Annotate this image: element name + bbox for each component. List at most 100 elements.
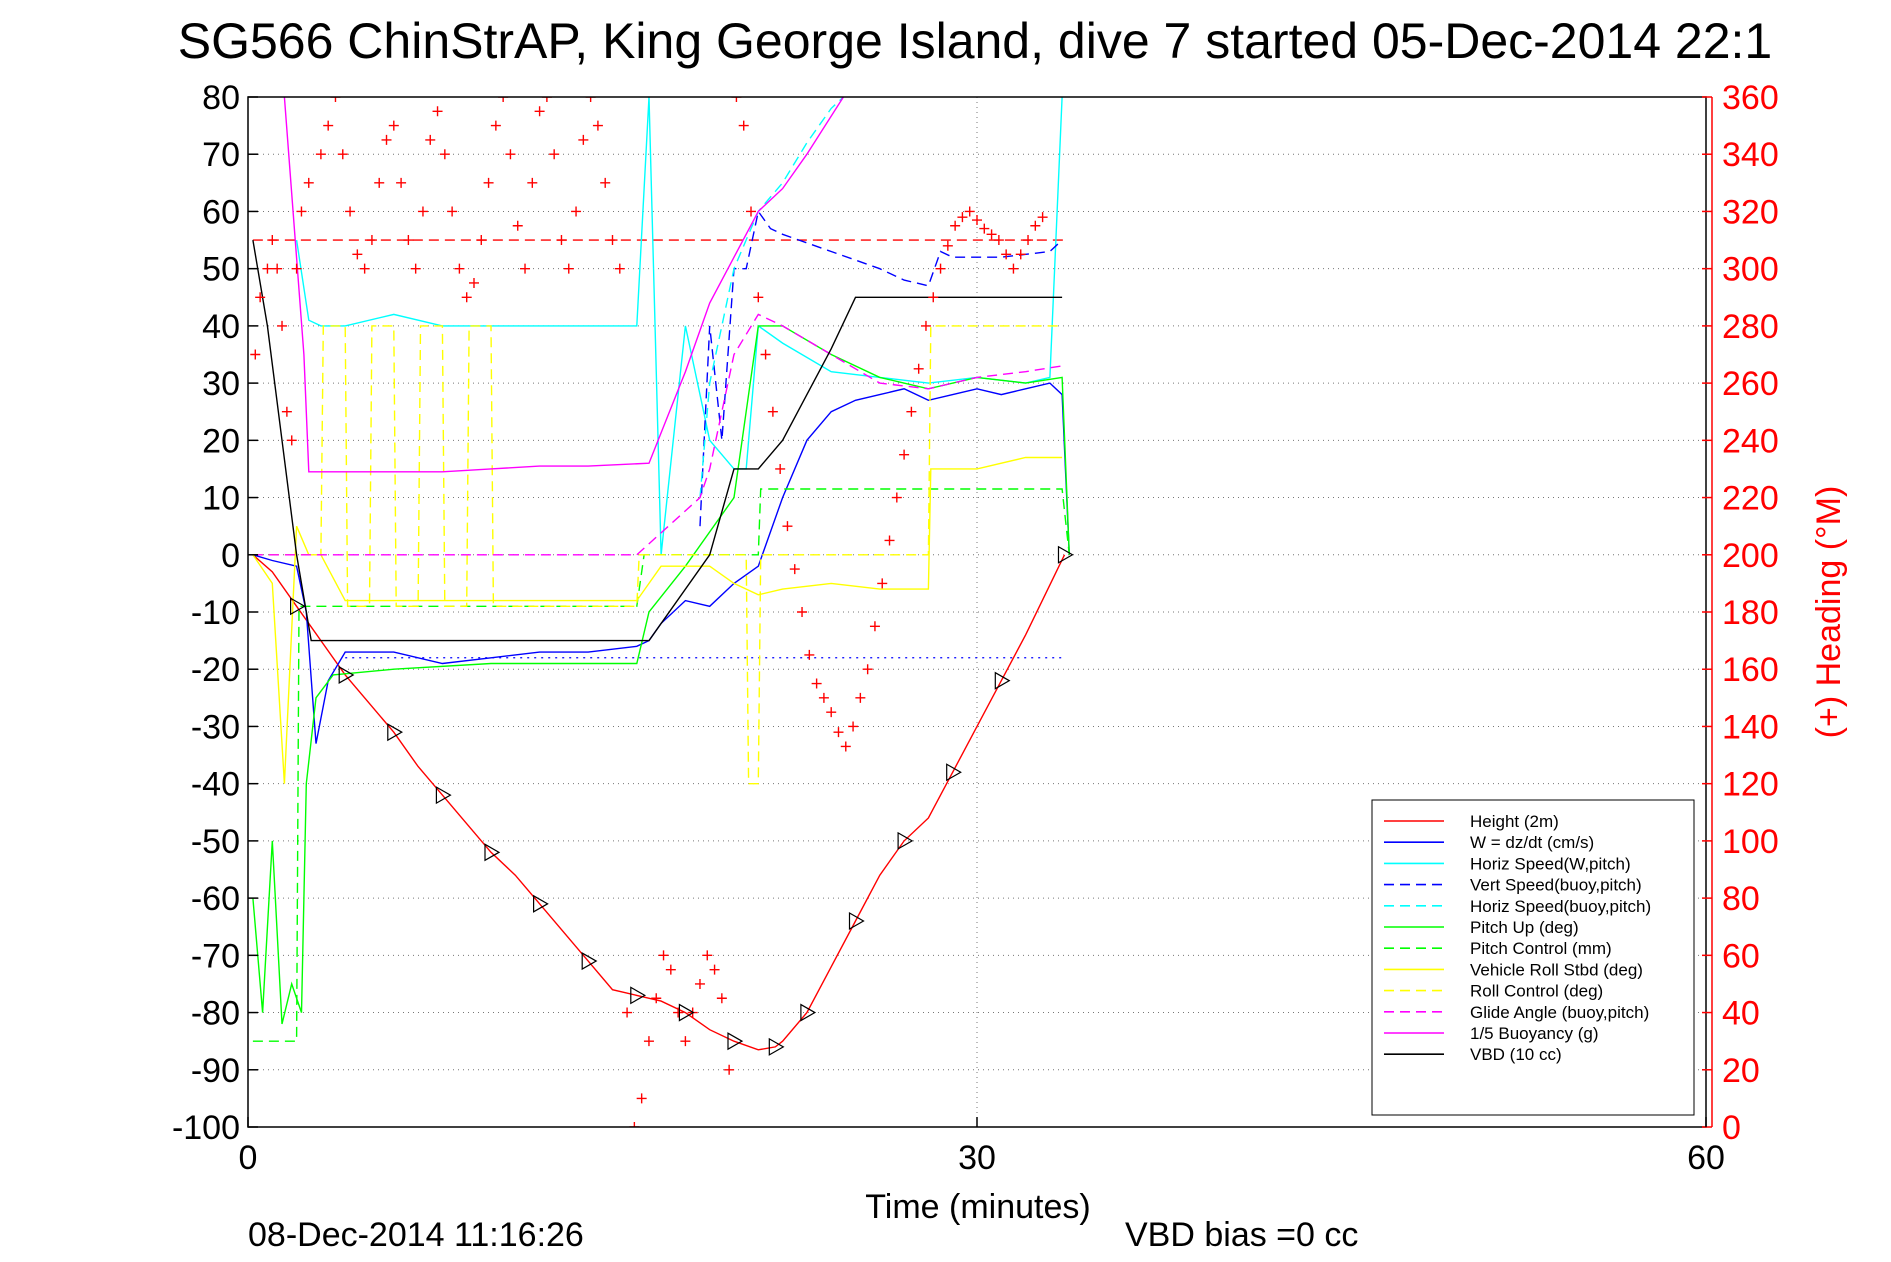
series-line-1 <box>252 382 1070 744</box>
heading-marker <box>359 263 370 274</box>
x-tick-label: 30 <box>958 1139 996 1177</box>
y-tick-label: -30 <box>191 708 240 746</box>
depth-marker <box>994 671 1011 690</box>
heading-marker <box>986 229 997 240</box>
heading-marker <box>636 1093 647 1104</box>
legend-label: Vert Speed(buoy,pitch) <box>1470 876 1642 895</box>
heading-marker <box>673 1007 684 1018</box>
heading-marker <box>417 206 428 217</box>
heading-marker <box>891 492 902 503</box>
heading-marker <box>468 277 479 288</box>
heading-marker <box>447 206 458 217</box>
heading-marker <box>315 149 326 160</box>
legend: Height (2m) W = dz/dt (cm/s) Horiz Speed(W… <box>1371 799 1695 1116</box>
heading-marker <box>913 363 924 374</box>
heading-marker <box>811 678 822 689</box>
heading-marker <box>782 521 793 532</box>
heading-markers <box>250 97 1048 1127</box>
depth-triangle-markers <box>290 545 1074 1056</box>
heading-marker <box>549 149 560 160</box>
depth-marker <box>848 911 865 931</box>
depth-marker <box>338 665 355 684</box>
depth-marker <box>1057 545 1074 564</box>
x-tick-label: 60 <box>1687 1139 1725 1177</box>
y2-tick-label: 160 <box>1722 651 1779 689</box>
heading-marker <box>432 106 443 117</box>
y-tick-label: 10 <box>202 480 240 518</box>
heading-marker <box>709 964 720 975</box>
right-axis-label: (+) Heading (°M) <box>1810 486 1848 739</box>
heading-marker <box>746 206 757 217</box>
y-tick-label: 50 <box>202 251 240 289</box>
heading-marker <box>614 263 625 274</box>
heading-marker <box>272 263 283 274</box>
heading-marker <box>862 664 873 675</box>
series-layer <box>252 97 1070 1051</box>
heading-marker <box>571 206 582 217</box>
series-line-7 <box>252 456 1063 784</box>
heading-marker <box>578 134 589 145</box>
heading-marker <box>255 292 266 303</box>
heading-marker <box>993 235 1004 246</box>
heading-marker <box>957 212 968 223</box>
heading-marker <box>731 97 742 102</box>
heading-marker <box>775 463 786 474</box>
heading-marker <box>724 1064 735 1075</box>
series-line-10 <box>283 97 844 473</box>
series-line-6 <box>252 488 1070 1042</box>
heading-marker <box>797 607 808 617</box>
legend-label: Horiz Speed(W,pitch) <box>1470 854 1631 873</box>
heading-marker <box>250 349 261 360</box>
heading-marker <box>425 134 436 145</box>
legend-label: 1/5 Buoyancy (g) <box>1470 1024 1599 1043</box>
x-axis-ticks: 0 30 60 <box>239 1117 1725 1177</box>
heading-marker <box>789 564 800 575</box>
heading-marker <box>738 120 749 131</box>
heading-marker <box>753 292 764 303</box>
y2-tick-label: 220 <box>1722 480 1779 518</box>
heading-marker <box>410 263 421 274</box>
heading-marker <box>658 950 669 961</box>
y-tick-label: 60 <box>202 193 240 231</box>
heading-marker <box>833 727 844 738</box>
footer-date: 08-Dec-2014 11:16:26 <box>248 1216 584 1254</box>
legend-label: Horiz Speed(buoy,pitch) <box>1470 897 1651 916</box>
y2-tick-label: 180 <box>1722 594 1779 632</box>
heading-marker <box>942 240 953 251</box>
series-line-4 <box>699 97 844 498</box>
y2-tick-label: 200 <box>1722 537 1779 575</box>
heading-marker <box>906 406 917 417</box>
heading-marker <box>760 349 771 360</box>
depth-marker <box>533 894 549 913</box>
heading-marker <box>920 320 931 331</box>
heading-marker <box>651 993 662 1004</box>
series-line-3 <box>699 209 1063 527</box>
legend-label: W = dz/dt (cm/s) <box>1470 833 1594 852</box>
x-tick-label: 0 <box>239 1139 258 1177</box>
heading-marker <box>541 97 552 102</box>
heading-marker <box>512 220 523 231</box>
legend-label: VBD (10 cc) <box>1470 1045 1562 1064</box>
depth-marker <box>484 843 501 862</box>
y2-tick-label: 360 <box>1722 79 1779 117</box>
series-line-8 <box>252 325 1063 785</box>
heading-marker <box>972 215 982 226</box>
heading-marker <box>534 106 545 117</box>
heading-marker <box>928 292 939 303</box>
depth-marker <box>727 1032 744 1051</box>
heading-marker <box>277 320 288 331</box>
y2-tick-label: 40 <box>1722 995 1760 1033</box>
y2-tick-label: 340 <box>1722 136 1779 174</box>
heading-marker <box>694 978 705 989</box>
legend-entries: Height (2m) W = dz/dt (cm/s) Horiz Speed(W… <box>1384 812 1651 1064</box>
y-tick-label: -80 <box>191 995 240 1033</box>
legend-box <box>1371 799 1695 1116</box>
depth-marker <box>435 786 452 805</box>
y-tick-label: -20 <box>191 651 240 689</box>
series-line-9 <box>252 313 1063 556</box>
heading-marker <box>877 578 888 589</box>
heading-marker <box>840 741 851 752</box>
y2-tick-label: 320 <box>1722 193 1779 231</box>
y-tick-label: 20 <box>202 422 240 460</box>
